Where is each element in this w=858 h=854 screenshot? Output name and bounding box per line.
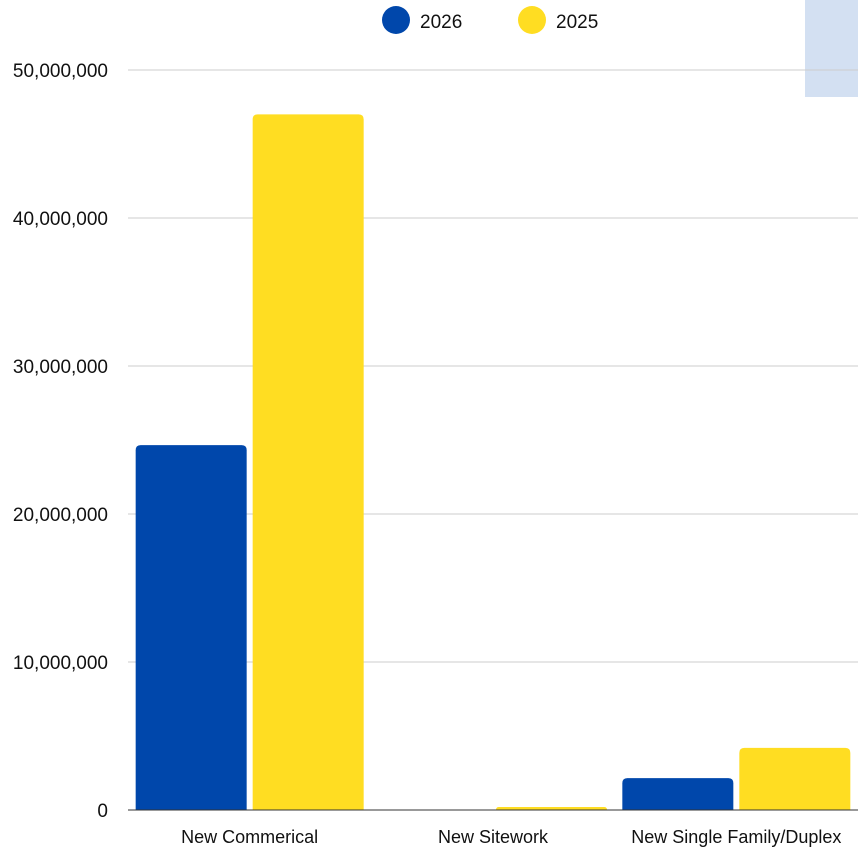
corner-panel bbox=[805, 0, 858, 97]
legend[interactable]: 2026 2025 bbox=[382, 6, 598, 34]
gridlines bbox=[128, 69, 858, 663]
bar-2025-1 bbox=[496, 807, 607, 810]
x-category-label: New Single Family/Duplex bbox=[631, 827, 841, 847]
x-axis-categories: New Commerical New Sitework New Single Fam… bbox=[181, 827, 841, 847]
bar-2025-2 bbox=[739, 747, 851, 810]
y-axis-ticks: 0 10,000,000 20,000,000 30,000,000 40,000,00… bbox=[13, 61, 108, 822]
bar-2026-0 bbox=[135, 445, 247, 810]
legend-item-2025[interactable]: 2025 bbox=[518, 6, 598, 34]
bar-2026-2 bbox=[622, 778, 734, 810]
y-tick-label: 20,000,000 bbox=[13, 505, 108, 526]
y-tick-label: 40,000,000 bbox=[13, 209, 108, 230]
legend-swatch bbox=[518, 6, 546, 34]
x-category-label: New Sitework bbox=[438, 827, 549, 847]
legend-label: 2025 bbox=[556, 12, 598, 33]
y-tick-label: 10,000,000 bbox=[13, 653, 108, 674]
legend-label: 2026 bbox=[420, 12, 462, 33]
legend-swatch bbox=[382, 6, 410, 34]
y-tick-label: 30,000,000 bbox=[13, 357, 108, 378]
legend-item-2026[interactable]: 2026 bbox=[382, 6, 462, 34]
x-category-label: New Commerical bbox=[181, 827, 318, 847]
y-tick-label: 50,000,000 bbox=[13, 61, 108, 82]
bar-2025-0 bbox=[252, 114, 364, 810]
y-tick-label: 0 bbox=[97, 801, 108, 822]
bars bbox=[135, 114, 851, 810]
